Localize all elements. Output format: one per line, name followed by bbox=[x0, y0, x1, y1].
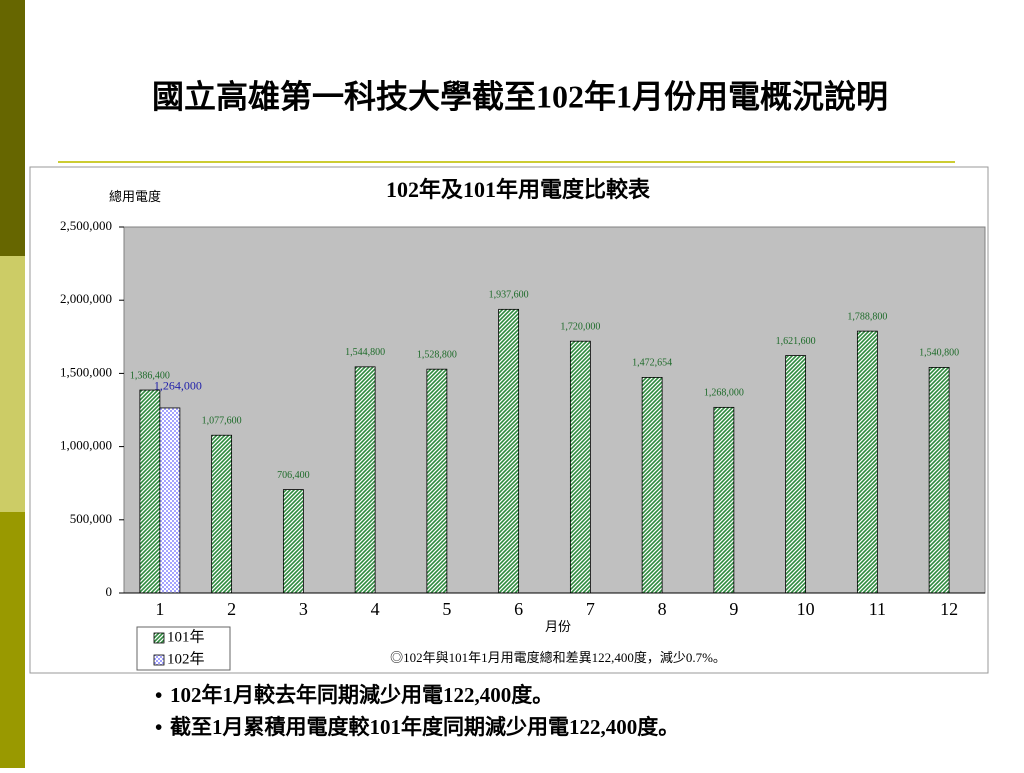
data-label: 1,540,800 bbox=[919, 348, 959, 359]
bar bbox=[928, 367, 950, 594]
legend-label: 102年 bbox=[167, 650, 205, 667]
legend-swatch bbox=[153, 654, 165, 666]
bar bbox=[713, 406, 735, 594]
side-strip bbox=[0, 0, 25, 256]
x-tick-label: 3 bbox=[299, 599, 308, 619]
legend-box bbox=[136, 626, 231, 671]
data-label: 1,077,600 bbox=[202, 416, 242, 427]
bullet: 截至1月累積用電度較101年度同期減少用電122,400度。 bbox=[170, 715, 679, 739]
bar bbox=[211, 434, 233, 594]
x-tick-label: 4 bbox=[371, 599, 380, 619]
annotation: ◎102年與101年1月用電度總和差異122,400度，減少0.7%。 bbox=[390, 650, 726, 665]
x-tick-label: 12 bbox=[940, 599, 958, 619]
bar bbox=[426, 368, 448, 594]
x-tick-label: 2 bbox=[227, 599, 236, 619]
data-label: 1,386,400 bbox=[130, 370, 170, 381]
side-strip bbox=[0, 512, 25, 768]
y-tick-label: 2,000,000 bbox=[60, 291, 112, 306]
bullet: 102年1月較去年同期減少用電122,400度。 bbox=[170, 683, 553, 707]
y-tick-label: 0 bbox=[106, 584, 113, 599]
slide-title: 國立高雄第一科技大學截至102年1月份用電概況說明 bbox=[152, 78, 888, 114]
x-tick-label: 8 bbox=[658, 599, 667, 619]
bar bbox=[139, 389, 161, 594]
bar bbox=[641, 377, 663, 594]
bar bbox=[569, 340, 591, 594]
data-label: 706,400 bbox=[277, 470, 310, 481]
legend-label: 101年 bbox=[167, 628, 205, 645]
data-label: 1,268,000 bbox=[704, 388, 744, 399]
y-tick-label: 1,500,000 bbox=[60, 364, 112, 379]
x-tick-label: 1 bbox=[155, 599, 164, 619]
y-axis-label: 總用電度 bbox=[109, 189, 161, 204]
chart-title: 102年及101年用電度比較表 bbox=[386, 177, 651, 202]
side-strip bbox=[0, 256, 25, 512]
data-label: 1,621,600 bbox=[776, 336, 816, 347]
data-label: 1,528,800 bbox=[417, 349, 457, 360]
bar bbox=[159, 407, 181, 594]
legend-swatch bbox=[153, 632, 165, 644]
x-tick-label: 9 bbox=[729, 599, 738, 619]
bullet-dot: • bbox=[155, 715, 162, 739]
data-label: 1,472,654 bbox=[632, 358, 672, 369]
y-tick-label: 1,000,000 bbox=[60, 438, 112, 453]
bar bbox=[498, 308, 520, 594]
x-axis-label: 月份 bbox=[545, 619, 571, 634]
data-label: 1,544,800 bbox=[345, 347, 385, 358]
y-tick-label: 2,500,000 bbox=[60, 218, 112, 233]
bullet-dot: • bbox=[155, 683, 162, 707]
bar bbox=[856, 330, 878, 594]
x-tick-label: 6 bbox=[514, 599, 523, 619]
x-tick-label: 5 bbox=[442, 599, 451, 619]
x-tick-label: 11 bbox=[869, 599, 886, 619]
y-tick-label: 500,000 bbox=[70, 511, 112, 526]
bar bbox=[354, 366, 376, 594]
bar bbox=[785, 355, 807, 594]
x-tick-label: 10 bbox=[797, 599, 815, 619]
data-label: 1,788,800 bbox=[847, 311, 887, 322]
x-tick-label: 7 bbox=[586, 599, 595, 619]
plot-area bbox=[123, 226, 986, 594]
data-label: 1,720,000 bbox=[560, 321, 600, 332]
data-label: 1,937,600 bbox=[489, 290, 529, 301]
data-label: 1,264,000 bbox=[154, 379, 202, 393]
bar bbox=[282, 489, 304, 594]
